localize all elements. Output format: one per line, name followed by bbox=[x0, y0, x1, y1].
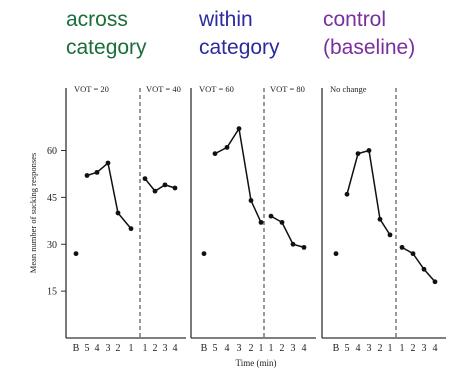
heading-line: across bbox=[66, 8, 128, 31]
series-line-before-change bbox=[346, 149, 391, 236]
data-point-after-change bbox=[172, 185, 178, 191]
x-tick-label: 2 bbox=[280, 343, 285, 354]
series-line-before-change bbox=[214, 126, 262, 223]
data-point-after-change bbox=[399, 244, 405, 250]
heading-line: (baseline) bbox=[323, 36, 416, 59]
data-point-before-change bbox=[236, 126, 242, 132]
x-tick-label: 3 bbox=[291, 343, 296, 354]
x-tick-label: 3 bbox=[106, 343, 111, 354]
data-point-before-change bbox=[115, 210, 121, 216]
data-point-before-change bbox=[377, 216, 383, 222]
data-point-before-change bbox=[84, 173, 90, 178]
y-tick-label: 30 bbox=[47, 240, 57, 251]
data-point-before-change bbox=[105, 160, 111, 166]
heading-line: within bbox=[199, 8, 253, 31]
x-tick-label: 3 bbox=[422, 343, 427, 354]
y-tick-label: 60 bbox=[47, 146, 57, 157]
condition-label: VOT = 20 bbox=[74, 84, 109, 94]
series-line-before-change bbox=[86, 161, 132, 230]
y-tick-label: 45 bbox=[47, 193, 57, 204]
x-tick-label: 1 bbox=[388, 343, 393, 354]
data-point-after-change bbox=[421, 266, 427, 272]
data-point-before-change bbox=[212, 151, 218, 157]
data-point-before-change bbox=[355, 151, 361, 157]
data-point-baseline bbox=[333, 251, 339, 257]
data-point-before-change bbox=[258, 219, 264, 225]
x-tick-label: 1 bbox=[259, 343, 264, 354]
series-line-after-change bbox=[401, 246, 436, 283]
x-tick-label: 4 bbox=[95, 343, 100, 354]
x-tick-label: 1 bbox=[400, 343, 405, 354]
condition-label: VOT = 60 bbox=[199, 84, 234, 94]
x-tick-label: 2 bbox=[411, 343, 416, 354]
data-point-before-change bbox=[128, 226, 134, 232]
x-tick-label: 3 bbox=[367, 343, 372, 354]
x-tick-label: 5 bbox=[345, 343, 350, 354]
y-axis-label: Mean number of sucking responses bbox=[28, 153, 38, 273]
data-point-after-change bbox=[410, 251, 416, 257]
data-point-after-change bbox=[301, 244, 307, 250]
data-point-baseline bbox=[73, 251, 79, 257]
x-tick-label: 1 bbox=[269, 343, 274, 354]
x-axis-label: Time (min) bbox=[236, 358, 277, 368]
x-tick-label: 5 bbox=[213, 343, 218, 354]
condition-label: No change bbox=[330, 84, 367, 94]
data-point-after-change bbox=[279, 219, 285, 225]
series-line-after-change bbox=[144, 178, 176, 193]
data-point-before-change bbox=[224, 144, 230, 150]
x-tick-label: 4 bbox=[433, 343, 438, 354]
x-tick-label: 3 bbox=[163, 343, 168, 354]
heading-within-category: within category bbox=[199, 6, 280, 62]
x-tick-label: 4 bbox=[356, 343, 361, 354]
x-tick-label: 2 bbox=[249, 343, 254, 354]
data-point-baseline bbox=[201, 251, 207, 257]
data-point-before-change bbox=[387, 232, 393, 238]
condition-label: VOT = 40 bbox=[146, 84, 181, 94]
x-tick-label: 4 bbox=[302, 343, 307, 354]
heading-control: control (baseline) bbox=[323, 6, 415, 62]
data-point-before-change bbox=[344, 191, 350, 197]
heading-line: control bbox=[323, 8, 387, 31]
x-tick-label: B bbox=[201, 343, 208, 354]
series-line-after-change bbox=[270, 215, 305, 249]
x-tick-label: 2 bbox=[378, 343, 383, 354]
data-point-before-change bbox=[366, 148, 372, 153]
y-tick-label: 15 bbox=[47, 287, 57, 298]
heading-line: category bbox=[199, 36, 280, 59]
data-point-after-change bbox=[162, 182, 168, 188]
data-point-after-change bbox=[290, 241, 296, 247]
x-tick-label: B bbox=[333, 343, 340, 354]
condition-label: VOT = 80 bbox=[270, 84, 305, 94]
x-tick-label: 1 bbox=[143, 343, 148, 354]
heading-line: category bbox=[66, 36, 147, 59]
x-tick-label: 3 bbox=[237, 343, 242, 354]
data-point-before-change bbox=[248, 198, 254, 203]
x-tick-label: 1 bbox=[129, 343, 134, 354]
data-point-after-change bbox=[432, 279, 438, 285]
heading-across-category: across category bbox=[66, 6, 147, 62]
data-point-after-change bbox=[268, 213, 274, 219]
x-tick-label: 2 bbox=[153, 343, 158, 354]
x-tick-label: 2 bbox=[116, 343, 121, 354]
x-tick-label: B bbox=[73, 343, 80, 354]
data-point-before-change bbox=[94, 169, 100, 175]
data-point-after-change bbox=[142, 176, 148, 182]
x-tick-label: 4 bbox=[225, 343, 230, 354]
x-tick-label: 4 bbox=[173, 343, 178, 354]
data-point-after-change bbox=[152, 188, 158, 194]
x-tick-label: 5 bbox=[85, 343, 90, 354]
